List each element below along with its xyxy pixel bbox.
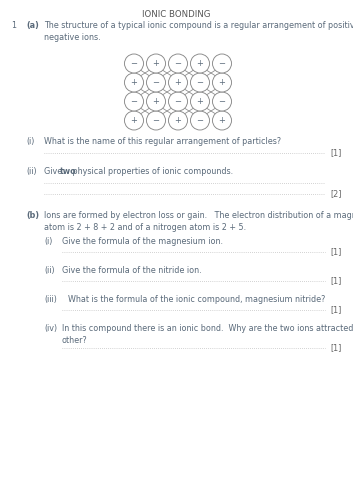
Circle shape (146, 73, 166, 92)
Circle shape (191, 92, 209, 111)
Text: [1]: [1] (331, 306, 342, 314)
Circle shape (191, 54, 209, 73)
Text: physical properties of ionic compounds.: physical properties of ionic compounds. (70, 167, 233, 176)
Text: −: − (197, 116, 203, 125)
Text: (a): (a) (26, 21, 39, 30)
Text: In this compound there is an ionic bond.  Why are the two ions attracted to each: In this compound there is an ionic bond.… (62, 324, 353, 345)
Text: −: − (152, 78, 160, 87)
Text: +: + (131, 116, 137, 125)
Circle shape (168, 92, 187, 111)
Text: +: + (197, 59, 203, 68)
Text: Give the formula of the magnesium ion.: Give the formula of the magnesium ion. (62, 237, 223, 246)
Text: (iii): (iii) (44, 295, 57, 304)
Text: −: − (174, 59, 181, 68)
Text: +: + (131, 78, 137, 87)
Text: −: − (152, 116, 160, 125)
Circle shape (125, 54, 144, 73)
Text: (ii): (ii) (26, 167, 37, 176)
Text: (i): (i) (44, 237, 52, 246)
Circle shape (213, 92, 232, 111)
Text: two: two (60, 167, 77, 176)
Circle shape (125, 111, 144, 130)
Text: (i): (i) (26, 137, 34, 146)
Circle shape (125, 92, 144, 111)
Circle shape (146, 54, 166, 73)
Text: [2]: [2] (330, 190, 342, 198)
Text: The structure of a typical ionic compound is a regular arrangement of positive a: The structure of a typical ionic compoun… (44, 21, 353, 42)
Text: −: − (131, 97, 138, 106)
Text: [1]: [1] (331, 248, 342, 256)
Circle shape (146, 92, 166, 111)
Text: +: + (219, 78, 226, 87)
Circle shape (213, 54, 232, 73)
Text: [1]: [1] (331, 344, 342, 352)
Circle shape (146, 111, 166, 130)
Text: What is the name of this regular arrangement of particles?: What is the name of this regular arrange… (44, 137, 281, 146)
Text: (ii): (ii) (44, 266, 55, 275)
Text: [1]: [1] (331, 148, 342, 158)
Text: −: − (219, 97, 226, 106)
Text: −: − (174, 97, 181, 106)
Text: +: + (152, 97, 160, 106)
Circle shape (213, 111, 232, 130)
Circle shape (191, 73, 209, 92)
Text: Give: Give (44, 167, 65, 176)
Text: −: − (219, 59, 226, 68)
Text: (b): (b) (26, 211, 39, 220)
Circle shape (168, 54, 187, 73)
Circle shape (168, 73, 187, 92)
Text: 1: 1 (11, 21, 16, 30)
Text: +: + (197, 97, 203, 106)
Text: −: − (131, 59, 138, 68)
Text: −: − (197, 78, 203, 87)
Text: Ions are formed by electron loss or gain.   The electron distribution of a magne: Ions are formed by electron loss or gain… (44, 211, 353, 232)
Text: What is the formula of the ionic compound, magnesium nitride?: What is the formula of the ionic compoun… (68, 295, 325, 304)
Text: +: + (175, 116, 181, 125)
Circle shape (168, 111, 187, 130)
Text: +: + (219, 116, 226, 125)
Text: Give the formula of the nitride ion.: Give the formula of the nitride ion. (62, 266, 202, 275)
Circle shape (191, 111, 209, 130)
Circle shape (213, 73, 232, 92)
Text: +: + (152, 59, 160, 68)
Text: IONIC BONDING: IONIC BONDING (142, 10, 211, 19)
Text: (iv): (iv) (44, 324, 57, 333)
Text: +: + (175, 78, 181, 87)
Circle shape (125, 73, 144, 92)
Text: [1]: [1] (331, 276, 342, 285)
